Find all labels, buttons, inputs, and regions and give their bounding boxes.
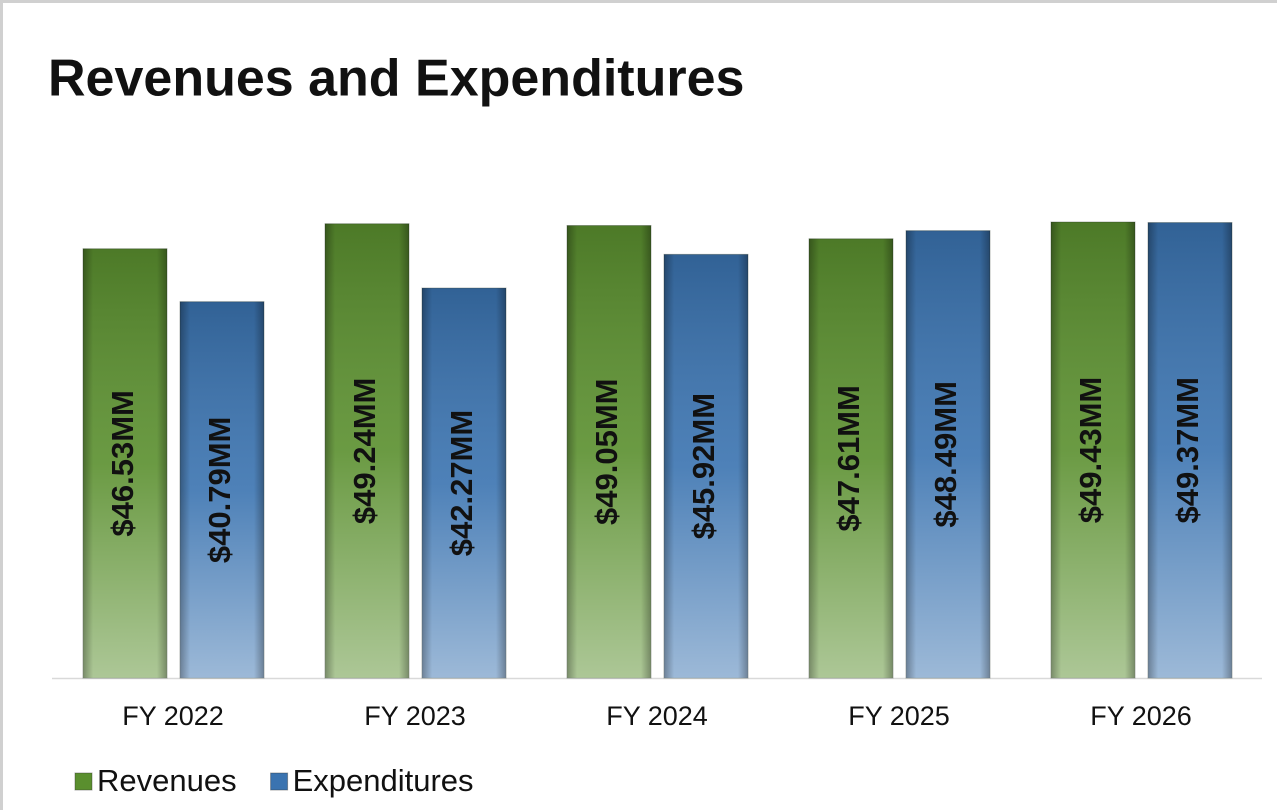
chart-title: Revenues and Expenditures	[48, 50, 744, 108]
x-tick-label: FY 2024	[606, 701, 708, 731]
legend-swatch	[270, 772, 289, 791]
data-label: $40.79MM	[202, 417, 237, 563]
legend-label: Expenditures	[293, 763, 474, 798]
x-tick-label: FY 2022	[122, 701, 224, 731]
data-label: $47.61MM	[831, 385, 866, 531]
data-label: $49.43MM	[1073, 377, 1108, 523]
legend-swatch	[74, 772, 93, 791]
data-label: $49.24MM	[347, 378, 382, 524]
x-tick-label: FY 2025	[848, 701, 950, 731]
x-tick-label: FY 2023	[364, 701, 466, 731]
data-label: $48.49MM	[928, 381, 963, 527]
data-label: $42.27MM	[444, 410, 479, 556]
data-label: $49.05MM	[589, 379, 624, 525]
data-label: $45.92MM	[686, 393, 721, 539]
legend-label: Revenues	[97, 763, 237, 798]
x-tick-label: FY 2026	[1090, 701, 1192, 731]
data-label: $46.53MM	[105, 390, 140, 536]
data-label: $49.37MM	[1170, 377, 1205, 523]
